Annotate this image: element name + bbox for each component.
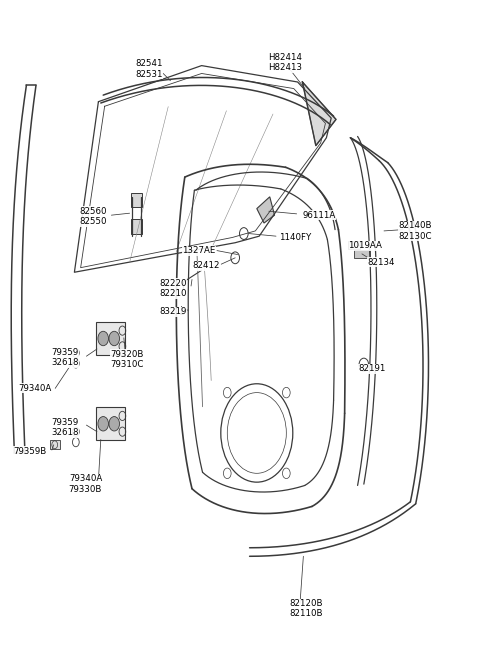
Text: 82134: 82134 [368,258,396,267]
Text: 82120B
82110B: 82120B 82110B [289,599,323,619]
FancyBboxPatch shape [131,193,142,207]
Text: 79359
32618: 79359 32618 [51,418,79,438]
Text: 79340A
79330B: 79340A 79330B [69,474,102,494]
FancyBboxPatch shape [50,440,60,449]
Circle shape [98,417,108,431]
Text: 79340A: 79340A [18,384,51,393]
Circle shape [109,331,120,346]
Text: 1327AE: 1327AE [182,246,216,255]
FancyBboxPatch shape [131,219,142,234]
FancyBboxPatch shape [96,322,125,355]
Text: 82220
82210: 82220 82210 [159,279,187,298]
Text: 79320B
79310C: 79320B 79310C [110,350,144,369]
Text: 79359
32618: 79359 32618 [51,348,79,367]
Text: 82140B
82130C: 82140B 82130C [398,221,432,241]
Text: 82191: 82191 [358,364,386,373]
Circle shape [109,417,120,431]
Text: 1019AA: 1019AA [348,241,382,251]
Circle shape [98,331,108,346]
FancyBboxPatch shape [354,250,370,258]
Text: H82414
H82413: H82414 H82413 [269,52,302,72]
Text: 82412: 82412 [192,261,220,270]
Text: 1140FY: 1140FY [279,233,312,242]
Text: 79359B: 79359B [13,447,47,456]
FancyBboxPatch shape [96,407,125,440]
Text: 96111A: 96111A [302,211,336,220]
Polygon shape [302,82,336,146]
Polygon shape [257,197,275,223]
FancyBboxPatch shape [348,241,360,249]
Text: 82541
82531: 82541 82531 [135,59,163,79]
Text: 82560
82550: 82560 82550 [80,207,108,226]
Text: 83219: 83219 [159,307,187,316]
